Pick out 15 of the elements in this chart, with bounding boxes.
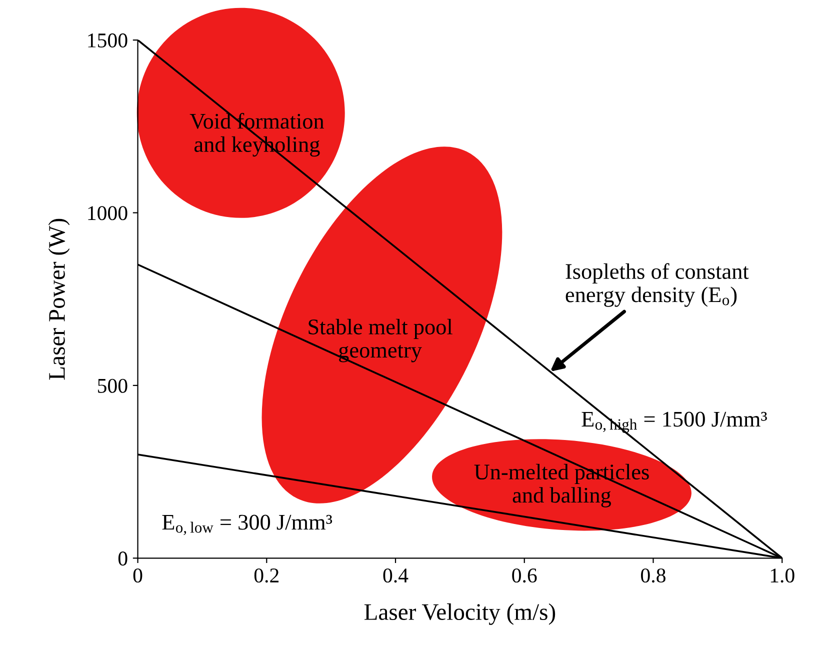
x-tick-label: 0 — [133, 568, 142, 583]
x-tick-label: 0.2 — [254, 568, 279, 583]
annotation: Isopleths of constant energy density (E$_{o}$) — [566, 263, 749, 307]
x-tick-label: 1.0 — [770, 568, 794, 583]
y-axis-title: Laser Power (W) — [48, 218, 70, 380]
x-tick-label: 0.6 — [512, 568, 537, 583]
y-tick-label: 0 — [118, 552, 128, 566]
x-tick-label: 0.8 — [641, 568, 666, 583]
x-tick-label: 0.4 — [383, 568, 408, 583]
annotation: E$_{o,low}$ = 300 J/mm³ — [162, 514, 332, 535]
annotation: Stable melt pool geometry — [308, 318, 452, 362]
y-tick-label: 500 — [98, 378, 128, 393]
x-axis-title: Laser Velocity (m/s) — [364, 603, 556, 625]
y-tick-label: 1000 — [88, 206, 128, 220]
y-tick-label: 1500 — [88, 33, 128, 48]
